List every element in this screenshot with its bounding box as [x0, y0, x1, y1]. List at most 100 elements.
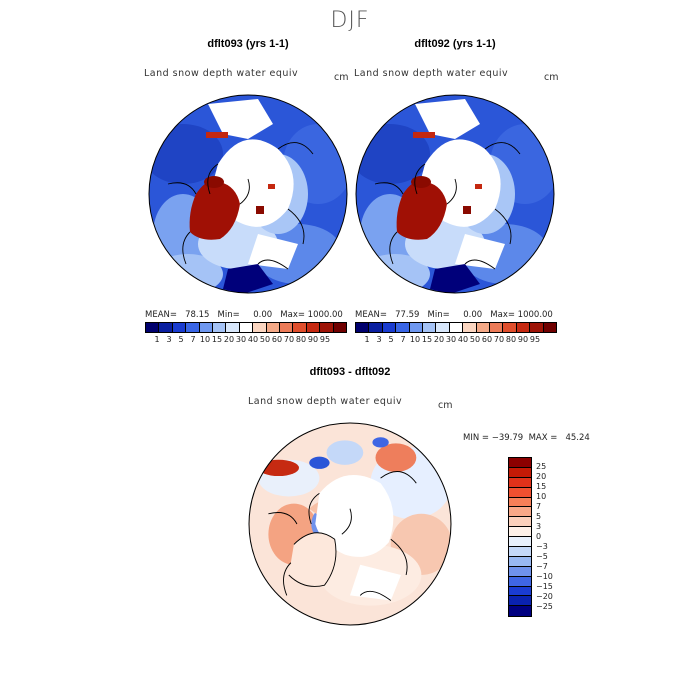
tick-label: 40: [247, 335, 259, 344]
panel-2-map: [355, 94, 555, 294]
tick-label: 95: [529, 335, 541, 344]
diff-colorbar-swatch: [509, 547, 531, 557]
diff-title: dflt093 - dflt092: [309, 366, 391, 378]
tick-label: 95: [319, 335, 331, 344]
tick-label: 7: [536, 502, 542, 511]
panel-2-colorbar: [355, 322, 557, 333]
tick-label: −5: [536, 552, 548, 561]
diff-colorbar-swatch: [509, 497, 531, 508]
colorbar-swatch: [476, 323, 491, 332]
colorbar-swatch: [146, 323, 160, 332]
tick-label: −20: [536, 592, 553, 601]
panel-1-stats: MEAN= 78.15 Min= 0.00 Max= 1000.00: [145, 310, 343, 320]
colorbar-swatch: [356, 323, 370, 332]
tick-label: 25: [536, 462, 547, 471]
tick-label: 70: [493, 335, 505, 344]
tick-label: 20: [536, 472, 547, 481]
tick-label: 50: [259, 335, 271, 344]
tick-label: 20: [433, 335, 445, 344]
colorbar-swatch: [436, 323, 450, 332]
tick-label: 5: [536, 512, 542, 521]
colorbar-swatch: [320, 323, 334, 332]
diff-colorbar-swatch: [509, 527, 531, 538]
tick-label: −10: [536, 572, 553, 581]
colorbar-swatch: [159, 323, 173, 332]
colorbar-swatch: [293, 323, 307, 332]
diff-colorbar-swatch: [509, 566, 531, 577]
colorbar-swatch: [280, 323, 294, 332]
tick-label: 1: [364, 335, 370, 344]
tick-label: 10: [536, 492, 547, 501]
tick-label: −25: [536, 602, 553, 611]
colorbar-swatch: [382, 323, 397, 332]
colorbar-swatch: [333, 323, 347, 332]
tick-label: 50: [469, 335, 481, 344]
diff-colorbar-swatch: [509, 467, 531, 478]
diff-units: cm: [438, 400, 453, 411]
colorbar-swatch: [543, 323, 557, 332]
colorbar-swatch: [449, 323, 464, 332]
colorbar-swatch: [396, 323, 410, 332]
tick-label: 10: [199, 335, 211, 344]
diff-colorbar-labels: 25 20 15 10 7 5 3 0 −3 −5 −7 −10 −15 −20…: [536, 462, 553, 612]
diff-range: MIN = −39.79 MAX = 45.24: [463, 433, 590, 443]
diff-colorbar-swatch: [509, 596, 531, 607]
tick-label: 3: [166, 335, 172, 344]
panel-1-title: dflt093 (yrs 1-1): [207, 38, 289, 50]
colorbar-swatch: [213, 323, 227, 332]
tick-label: 70: [283, 335, 295, 344]
colorbar-swatch: [530, 323, 544, 332]
tick-label: 20: [223, 335, 235, 344]
diff-colorbar-swatch: [509, 576, 531, 587]
tick-label: −7: [536, 562, 548, 571]
panel-2-title: dflt092 (yrs 1-1): [414, 38, 496, 50]
diff-colorbar-swatch: [509, 586, 531, 597]
colorbar-swatch: [253, 323, 267, 332]
colorbar-swatch: [306, 323, 321, 332]
tick-label: 15: [211, 335, 223, 344]
tick-label: 80: [295, 335, 307, 344]
colorbar-swatch: [186, 323, 200, 332]
tick-label: 80: [505, 335, 517, 344]
colorbar-swatch: [199, 323, 214, 332]
tick-label: 15: [421, 335, 433, 344]
panel-2-stats: MEAN= 77.59 Min= 0.00 Max= 1000.00: [355, 310, 553, 320]
panel-2-variable: Land snow depth water equiv: [354, 68, 509, 79]
colorbar-swatch: [423, 323, 437, 332]
diff-colorbar-swatch: [509, 477, 531, 488]
panel-2-units: cm: [544, 72, 559, 83]
diff-variable: Land snow depth water equiv: [248, 396, 403, 407]
diff-colorbar-swatch: [509, 517, 531, 528]
diff-colorbar-swatch: [509, 537, 531, 548]
tick-label: 7: [400, 335, 406, 344]
colorbar-swatch: [266, 323, 281, 332]
tick-label: 3: [536, 522, 542, 531]
diff-map: [248, 422, 452, 626]
tick-label: 3: [376, 335, 382, 344]
panel-1-variable: Land snow depth water equiv: [144, 68, 299, 79]
tick-label: 5: [388, 335, 394, 344]
colorbar-swatch: [490, 323, 504, 332]
panel-1-colorbar-labels: 1 3 5 7 10 15 20 30 40 50 60 70 80 90 95: [151, 335, 331, 344]
diff-colorbar: [508, 457, 532, 618]
tick-label: 15: [536, 482, 547, 491]
panel-1-map: [148, 94, 348, 294]
colorbar-swatch: [226, 323, 240, 332]
tick-label: 30: [235, 335, 247, 344]
tick-label: 90: [517, 335, 529, 344]
tick-label: 5: [178, 335, 184, 344]
tick-label: 7: [190, 335, 196, 344]
tick-label: 10: [409, 335, 421, 344]
diff-colorbar-swatch: [509, 606, 531, 617]
diff-colorbar-swatch: [509, 487, 531, 498]
colorbar-swatch: [516, 323, 531, 332]
panel-1-colorbar: [145, 322, 347, 333]
diff-colorbar-swatch: [509, 556, 531, 567]
season-title: DJF: [330, 8, 370, 33]
colorbar-swatch: [369, 323, 383, 332]
diff-colorbar-swatch: [509, 507, 531, 518]
colorbar-swatch: [463, 323, 477, 332]
tick-label: 0: [536, 532, 542, 541]
tick-label: −15: [536, 582, 553, 591]
panel-1-units: cm: [334, 72, 349, 83]
